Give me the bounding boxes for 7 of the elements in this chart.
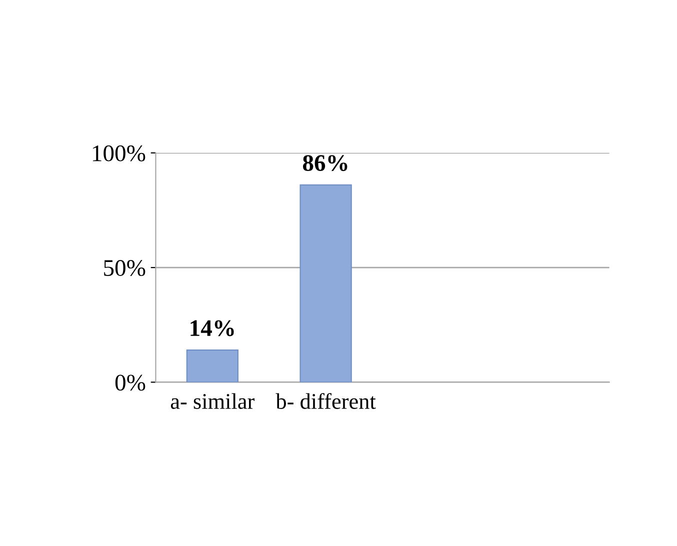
data-label: 86% [302,155,348,172]
x-tick-label: b- different [276,393,376,409]
y-tick-label: 100% [92,145,146,162]
y-tick-label: 0% [115,374,146,391]
x-tick-label: a- similar [170,393,254,409]
y-tick-label: 50% [104,260,146,276]
data-label: 14% [190,320,234,336]
